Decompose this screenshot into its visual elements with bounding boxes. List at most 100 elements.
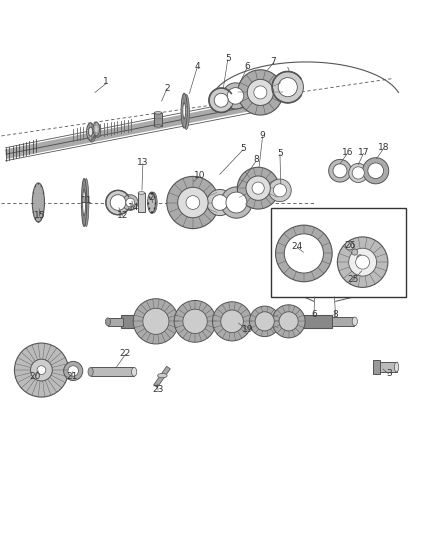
Text: 7: 7 (271, 58, 276, 67)
Circle shape (337, 237, 388, 287)
Circle shape (284, 234, 323, 273)
Circle shape (106, 190, 130, 215)
Ellipse shape (94, 124, 101, 138)
Circle shape (207, 189, 233, 215)
Circle shape (238, 70, 283, 115)
Circle shape (221, 310, 244, 333)
Circle shape (126, 198, 134, 207)
Circle shape (272, 305, 305, 338)
Text: 15: 15 (34, 211, 46, 220)
Text: 4: 4 (194, 62, 200, 71)
Text: 8: 8 (333, 310, 339, 319)
Ellipse shape (32, 183, 45, 222)
Circle shape (247, 79, 273, 106)
Bar (332, 317, 354, 326)
Circle shape (272, 71, 304, 103)
Circle shape (64, 361, 83, 381)
Ellipse shape (394, 362, 399, 372)
Text: 16: 16 (342, 148, 353, 157)
Circle shape (246, 176, 270, 200)
Ellipse shape (81, 179, 87, 227)
Ellipse shape (88, 367, 93, 376)
Ellipse shape (87, 123, 95, 140)
Text: 14: 14 (127, 203, 139, 212)
Text: 18: 18 (378, 143, 389, 152)
Circle shape (214, 93, 228, 107)
Circle shape (122, 195, 138, 211)
Text: 5: 5 (225, 54, 230, 63)
Circle shape (31, 359, 52, 381)
Circle shape (133, 298, 179, 344)
Circle shape (209, 88, 233, 112)
Circle shape (276, 225, 332, 282)
Ellipse shape (83, 189, 85, 215)
Text: 2: 2 (149, 193, 154, 202)
Circle shape (368, 163, 384, 179)
Ellipse shape (131, 367, 137, 376)
Bar (271, 208, 406, 297)
Bar (373, 360, 381, 375)
Text: 21: 21 (66, 372, 78, 381)
Circle shape (333, 164, 347, 177)
Circle shape (226, 192, 247, 213)
Circle shape (328, 159, 351, 182)
Circle shape (223, 83, 249, 109)
Circle shape (183, 309, 207, 334)
Ellipse shape (184, 94, 189, 130)
Circle shape (227, 87, 244, 104)
Ellipse shape (88, 127, 93, 136)
Text: 6: 6 (244, 62, 250, 71)
Bar (91, 367, 134, 376)
Circle shape (186, 196, 200, 209)
Bar (154, 113, 162, 126)
Circle shape (37, 366, 46, 375)
Circle shape (167, 176, 219, 229)
Circle shape (221, 187, 252, 218)
Circle shape (279, 312, 298, 331)
Circle shape (174, 301, 216, 342)
Circle shape (352, 167, 364, 179)
Text: 23: 23 (152, 385, 164, 394)
Text: 17: 17 (358, 148, 369, 157)
Ellipse shape (183, 103, 186, 118)
Circle shape (345, 241, 354, 250)
Circle shape (237, 167, 279, 209)
Bar (154, 366, 170, 387)
Circle shape (255, 312, 274, 331)
Text: 20: 20 (30, 372, 41, 381)
Circle shape (143, 308, 169, 334)
Ellipse shape (93, 122, 99, 136)
Ellipse shape (84, 179, 89, 227)
Text: 5: 5 (240, 144, 246, 154)
Ellipse shape (149, 192, 157, 213)
Circle shape (278, 78, 297, 97)
Circle shape (357, 255, 363, 261)
Text: 6: 6 (311, 310, 317, 319)
Text: 24: 24 (292, 243, 303, 252)
Circle shape (212, 302, 252, 341)
Text: 22: 22 (120, 349, 131, 358)
Text: 10: 10 (194, 171, 205, 180)
Circle shape (349, 163, 368, 182)
Ellipse shape (154, 112, 162, 114)
Circle shape (110, 195, 126, 211)
Text: 26: 26 (344, 241, 355, 250)
Text: 2: 2 (164, 84, 170, 93)
Circle shape (352, 249, 358, 255)
Text: 19: 19 (241, 325, 253, 334)
Text: 1: 1 (103, 77, 109, 86)
Ellipse shape (158, 374, 167, 378)
Text: 11: 11 (81, 196, 92, 205)
Text: 12: 12 (117, 211, 128, 220)
Ellipse shape (88, 125, 96, 142)
Bar (373, 362, 396, 372)
Bar (121, 315, 332, 328)
Ellipse shape (106, 318, 111, 326)
Ellipse shape (154, 125, 162, 127)
Text: 5: 5 (277, 149, 283, 158)
Circle shape (212, 195, 228, 211)
Bar (138, 193, 145, 212)
Ellipse shape (352, 317, 357, 326)
Text: 13: 13 (137, 158, 148, 167)
Circle shape (349, 248, 377, 276)
